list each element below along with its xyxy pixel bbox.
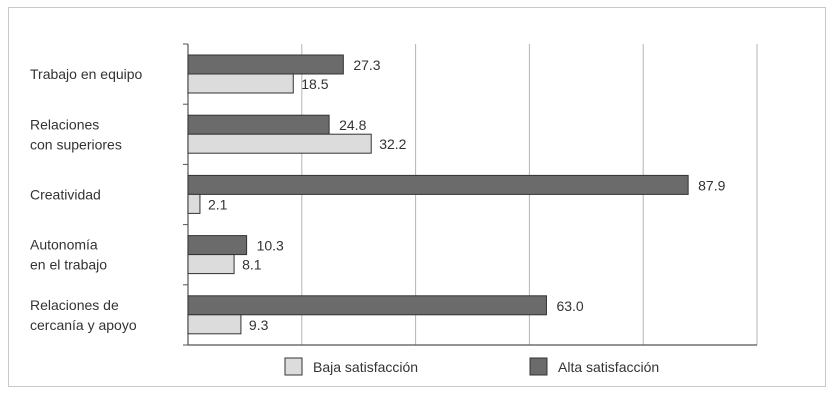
legend-label-1: Baja satisfacción <box>313 359 418 375</box>
value-label-alta-0: 27.3 <box>353 57 380 73</box>
category-label: con superiores <box>30 136 122 152</box>
category-label: Autonomía <box>30 237 98 253</box>
value-label-baja-4: 9.3 <box>249 317 269 333</box>
value-label-baja-1: 32.2 <box>379 136 406 152</box>
bar-alta-2 <box>187 174 689 195</box>
legend-swatch-1 <box>284 357 303 376</box>
bar-baja-3 <box>187 254 235 275</box>
bar-baja-2 <box>187 193 201 214</box>
value-label-alta-1: 24.8 <box>339 117 366 133</box>
bar-alta-3 <box>187 235 248 256</box>
bar-alta-4 <box>187 295 547 316</box>
bar-baja-0 <box>187 73 294 94</box>
category-label: Relaciones de <box>30 297 119 313</box>
legend-swatch-0 <box>529 357 548 376</box>
bar-alta-1 <box>187 114 330 135</box>
legend-label-0: Alta satisfacción <box>558 359 659 375</box>
bar-baja-1 <box>187 133 372 154</box>
category-label: cercanía y apoyo <box>30 317 137 333</box>
value-label-alta-3: 10.3 <box>257 238 284 254</box>
category-label: Trabajo en equipo <box>30 66 143 82</box>
value-label-alta-2: 87.9 <box>698 177 725 193</box>
category-label: Creatividad <box>30 187 101 203</box>
category-label: en el trabajo <box>30 257 107 273</box>
value-label-alta-4: 63.0 <box>556 298 583 314</box>
bar-alta-0 <box>187 54 344 75</box>
category-label: Relaciones <box>30 116 99 132</box>
value-label-baja-3: 8.1 <box>242 257 262 273</box>
value-label-baja-0: 18.5 <box>301 76 328 92</box>
value-label-baja-2: 2.1 <box>208 196 228 212</box>
chart-frame <box>8 7 826 387</box>
bar-baja-4 <box>187 314 242 335</box>
